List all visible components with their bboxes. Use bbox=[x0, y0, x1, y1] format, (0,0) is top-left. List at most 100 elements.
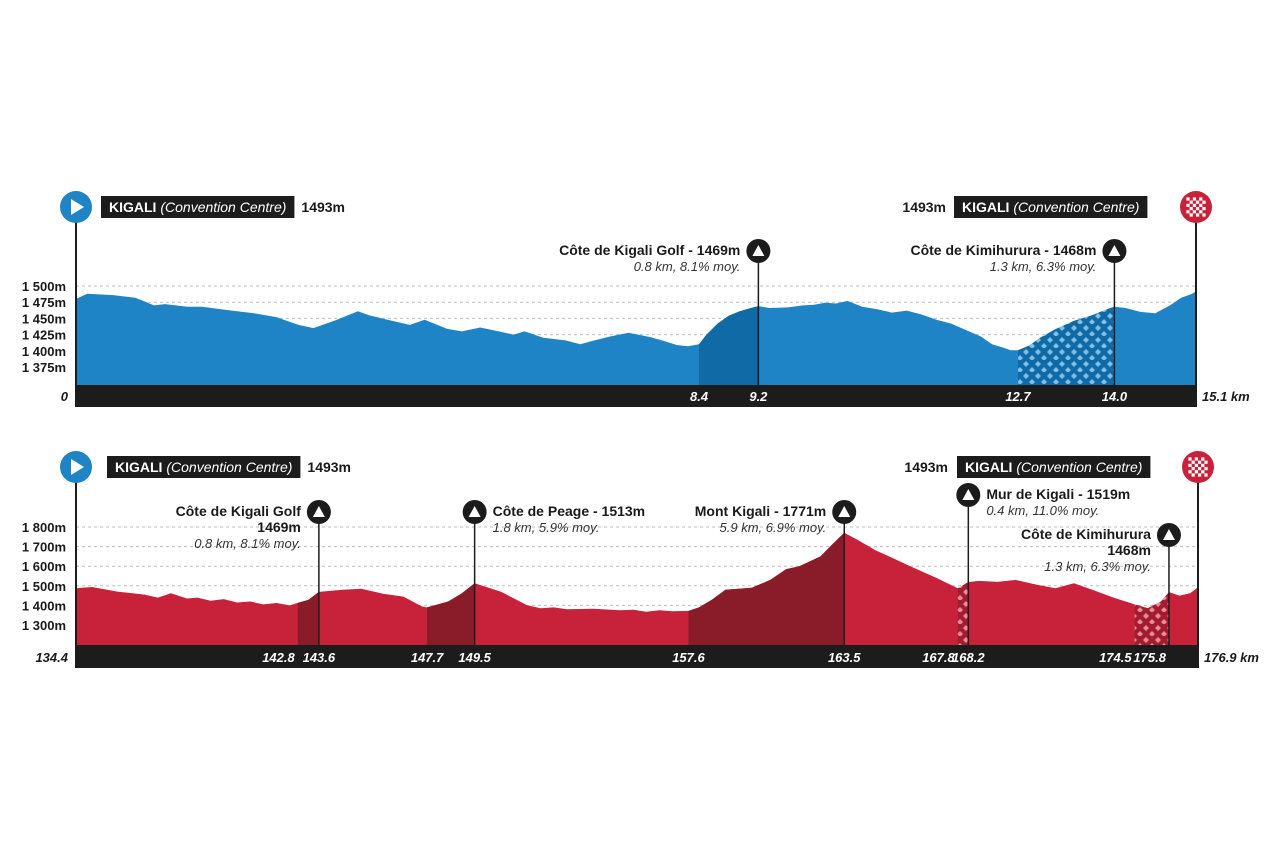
checker-square bbox=[1188, 463, 1192, 467]
summit-triangle bbox=[468, 506, 481, 517]
climb-detail: 0.8 km, 8.1% moy. bbox=[634, 259, 741, 274]
x-tick-label: 143.6 bbox=[303, 650, 336, 665]
checker-square bbox=[1201, 463, 1205, 467]
checker-square bbox=[1201, 457, 1205, 461]
y-tick-label: 1 400m bbox=[22, 598, 66, 613]
checker-square bbox=[1202, 213, 1206, 217]
checker-square bbox=[1198, 467, 1202, 471]
checker-square bbox=[1199, 197, 1203, 201]
checker-square bbox=[1194, 457, 1198, 461]
checker-square bbox=[1196, 200, 1200, 204]
checker-square bbox=[1194, 470, 1198, 474]
checker-square bbox=[1191, 467, 1195, 471]
x-tick-label: 175.8 bbox=[1133, 650, 1166, 665]
x-tick-label: 134.4 bbox=[35, 650, 68, 665]
elevation-area bbox=[76, 532, 1198, 645]
climb-detail: 1.3 km, 6.3% moy. bbox=[1044, 559, 1151, 574]
checkered-flag-icon bbox=[1180, 191, 1212, 223]
x-tick-label: 167.8 bbox=[922, 650, 955, 665]
summit-triangle-icon bbox=[746, 239, 771, 263]
location-label: KIGALI (Convention Centre) bbox=[109, 199, 286, 215]
summit-triangle bbox=[752, 245, 765, 256]
location-box bbox=[107, 456, 301, 478]
x-tick-label: 168.2 bbox=[952, 650, 985, 665]
finish-altitude: 1493m bbox=[904, 459, 948, 475]
summit-triangle bbox=[312, 506, 325, 517]
y-tick-label: 1 300m bbox=[22, 618, 66, 633]
location-name: KIGALI bbox=[965, 459, 1012, 475]
summit-triangle-icon bbox=[1156, 523, 1181, 547]
location-label: KIGALI (Convention Centre) bbox=[115, 459, 292, 475]
distance-bar bbox=[76, 385, 1196, 407]
climb-name: Côte de Kigali Golf bbox=[176, 503, 302, 519]
checker-square bbox=[1204, 467, 1208, 471]
start-altitude: 1493m bbox=[301, 199, 345, 215]
climb-segment-dark bbox=[688, 532, 845, 645]
climb-detail: 5.9 km, 6.9% moy. bbox=[720, 520, 827, 535]
checker-square bbox=[1188, 470, 1192, 474]
location-label: KIGALI (Convention Centre) bbox=[962, 199, 1139, 215]
y-tick-label: 1 400m bbox=[22, 344, 66, 359]
play-icon bbox=[60, 451, 92, 483]
finish-altitude: 1493m bbox=[902, 199, 946, 215]
climb-name: Côte de Peage - 1513m bbox=[493, 503, 646, 519]
x-tick-label: 12.7 bbox=[1005, 389, 1031, 404]
checker-square bbox=[1204, 460, 1208, 464]
checker-square bbox=[1191, 473, 1195, 477]
summit-triangle bbox=[962, 489, 975, 500]
x-tick-label: 149.5 bbox=[458, 650, 491, 665]
summit-triangle-icon bbox=[306, 500, 331, 524]
summit-triangle-icon bbox=[956, 483, 981, 507]
play-triangle bbox=[71, 199, 84, 215]
climb-name: Mur de Kigali - 1519m bbox=[986, 486, 1130, 502]
checker-square bbox=[1194, 463, 1198, 467]
finish-location: KIGALI (Convention Centre) bbox=[957, 456, 1151, 478]
summit-triangle bbox=[1108, 245, 1121, 256]
checkered-flag-icon bbox=[1182, 451, 1214, 483]
checker-square bbox=[1186, 197, 1190, 201]
climb-segment-dark bbox=[427, 583, 475, 645]
checker-square bbox=[1204, 473, 1208, 477]
x-tick-label: 0 bbox=[61, 389, 69, 404]
checker-square bbox=[1189, 213, 1193, 217]
x-tick-label: 14.0 bbox=[1102, 389, 1128, 404]
checker-square bbox=[1196, 207, 1200, 211]
play-icon bbox=[60, 191, 92, 223]
climb-segment-patterned bbox=[1134, 592, 1169, 645]
location-box bbox=[957, 456, 1151, 478]
checker-square bbox=[1192, 197, 1196, 201]
x-tick-label: 142.8 bbox=[262, 650, 295, 665]
location-box bbox=[101, 196, 295, 218]
x-tick-label: 174.5 bbox=[1099, 650, 1132, 665]
checker-square bbox=[1199, 203, 1203, 207]
x-tick-label: 9.2 bbox=[749, 389, 768, 404]
distance-bar bbox=[76, 645, 1198, 668]
climb-segment-patterned bbox=[1017, 306, 1115, 385]
location-name: KIGALI bbox=[109, 199, 156, 215]
checker-square bbox=[1201, 470, 1205, 474]
location-label: KIGALI (Convention Centre) bbox=[965, 459, 1142, 475]
climb-name: Côte de Kimihurura - 1468m bbox=[910, 242, 1096, 258]
x-tick-label: 147.7 bbox=[411, 650, 444, 665]
climb-detail: 1.3 km, 6.3% moy. bbox=[990, 259, 1097, 274]
x-tick-label: 157.6 bbox=[672, 650, 705, 665]
climb-detail: 0.8 km, 8.1% moy. bbox=[194, 536, 301, 551]
y-tick-label: 1 800m bbox=[22, 520, 66, 535]
start-location: KIGALI (Convention Centre) bbox=[107, 456, 301, 478]
y-tick-label: 1 500m bbox=[22, 579, 66, 594]
summit-triangle-icon bbox=[462, 500, 487, 524]
climb-name: Mont Kigali - 1771m bbox=[695, 503, 826, 519]
checker-square bbox=[1189, 207, 1193, 211]
summit-triangle bbox=[838, 506, 851, 517]
climb-name: Côte de Kigali Golf - 1469m bbox=[559, 242, 740, 258]
checker-square bbox=[1196, 213, 1200, 217]
climb-name: 1469m bbox=[257, 519, 301, 535]
location-detail: (Convention Centre) bbox=[160, 199, 286, 215]
climb-segment-dark bbox=[699, 306, 759, 385]
location-detail: (Convention Centre) bbox=[1013, 199, 1139, 215]
elevation-area bbox=[76, 291, 1196, 385]
x-tick-label: 15.1 km bbox=[1202, 389, 1250, 404]
checker-square bbox=[1191, 460, 1195, 464]
